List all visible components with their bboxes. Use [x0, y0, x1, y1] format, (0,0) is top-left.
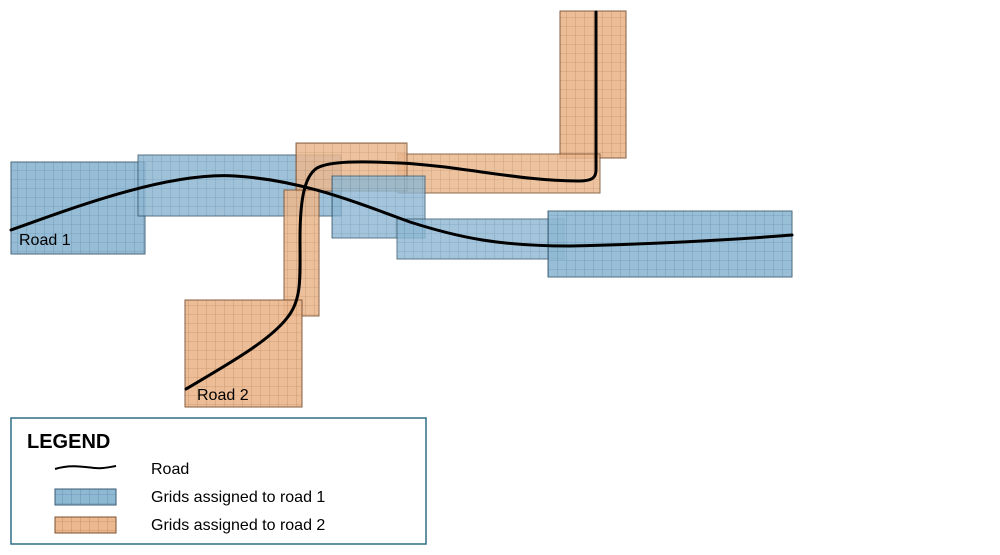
- legend-title: LEGEND: [27, 431, 110, 453]
- legend-grid1-swatch: [54, 488, 117, 506]
- road-2-label: Road 2: [197, 387, 249, 404]
- legend-grid2-label: Grids assigned to road 2: [151, 517, 325, 534]
- grid-layer: [10, 10, 793, 408]
- legend-grid2-swatch: [54, 516, 117, 534]
- legend-road-swatch: [54, 465, 117, 470]
- legend: LEGEND Road Grids assigned to road 1 Gri…: [10, 417, 427, 545]
- road2-grid-block: [559, 10, 627, 159]
- road-1-line: [9, 174, 794, 248]
- road-layer: [9, 10, 794, 391]
- road-2-line: [184, 10, 598, 391]
- road-1-label: Road 1: [19, 232, 71, 249]
- legend-grid1-label: Grids assigned to road 1: [151, 489, 325, 506]
- legend-road-label: Road: [151, 461, 189, 478]
